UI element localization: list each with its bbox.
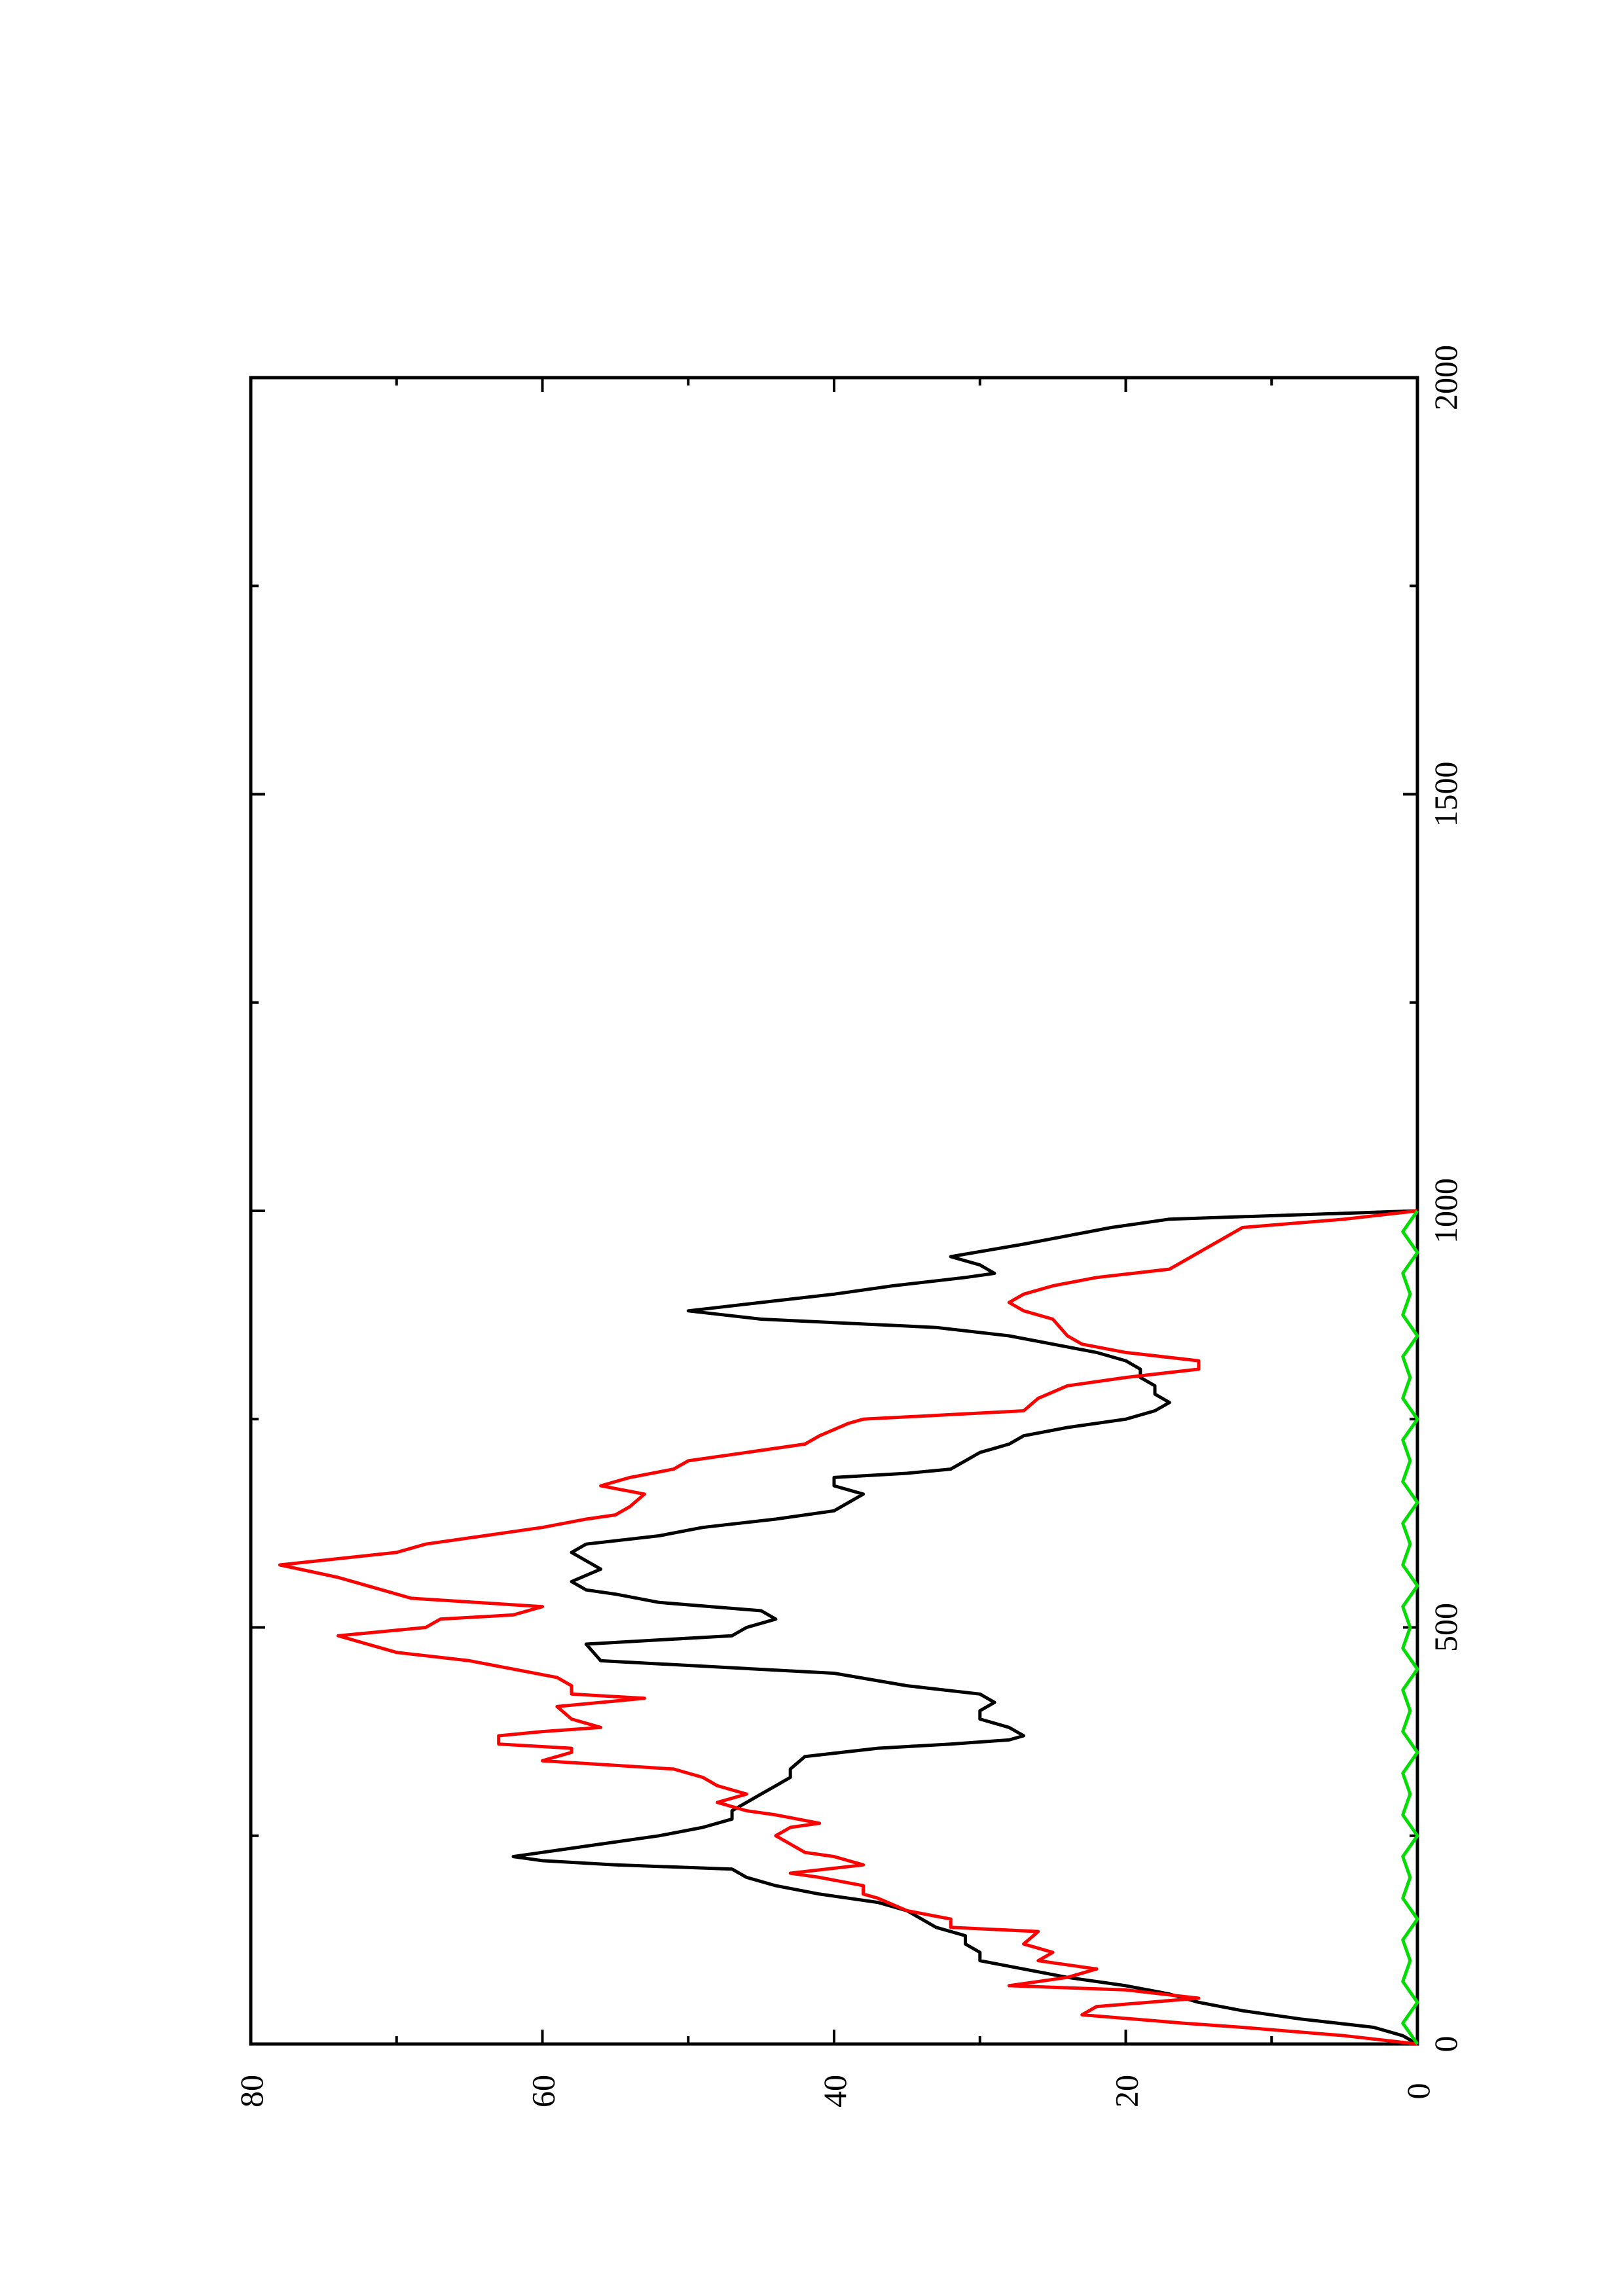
x-tick-label: 2000 xyxy=(1427,345,1464,410)
tick-labels: 0 500 1000 1500 2000 0 20 40 60 80 xyxy=(233,345,1464,2108)
x-tick-label: 1500 xyxy=(1427,762,1464,827)
series-group xyxy=(278,1209,1419,2046)
plot-frame xyxy=(249,376,1419,2046)
y-tick-label: 40 xyxy=(816,2075,853,2108)
series-line-0 xyxy=(511,1209,1419,2046)
y-tick-label: 20 xyxy=(1108,2075,1145,2108)
tick-marks xyxy=(249,376,1419,2045)
x-tick-label: 500 xyxy=(1427,1603,1464,1652)
x-tick-label: 1000 xyxy=(1427,1178,1464,1244)
y-tick-label: 60 xyxy=(525,2075,562,2108)
y-tick-label: 0 xyxy=(1400,2083,1436,2100)
y-tick-label: 80 xyxy=(233,2075,270,2108)
series-line-2 xyxy=(1401,1210,1419,2045)
series-line-1 xyxy=(278,1209,1418,2046)
x-tick-label: 0 xyxy=(1427,2036,1464,2053)
